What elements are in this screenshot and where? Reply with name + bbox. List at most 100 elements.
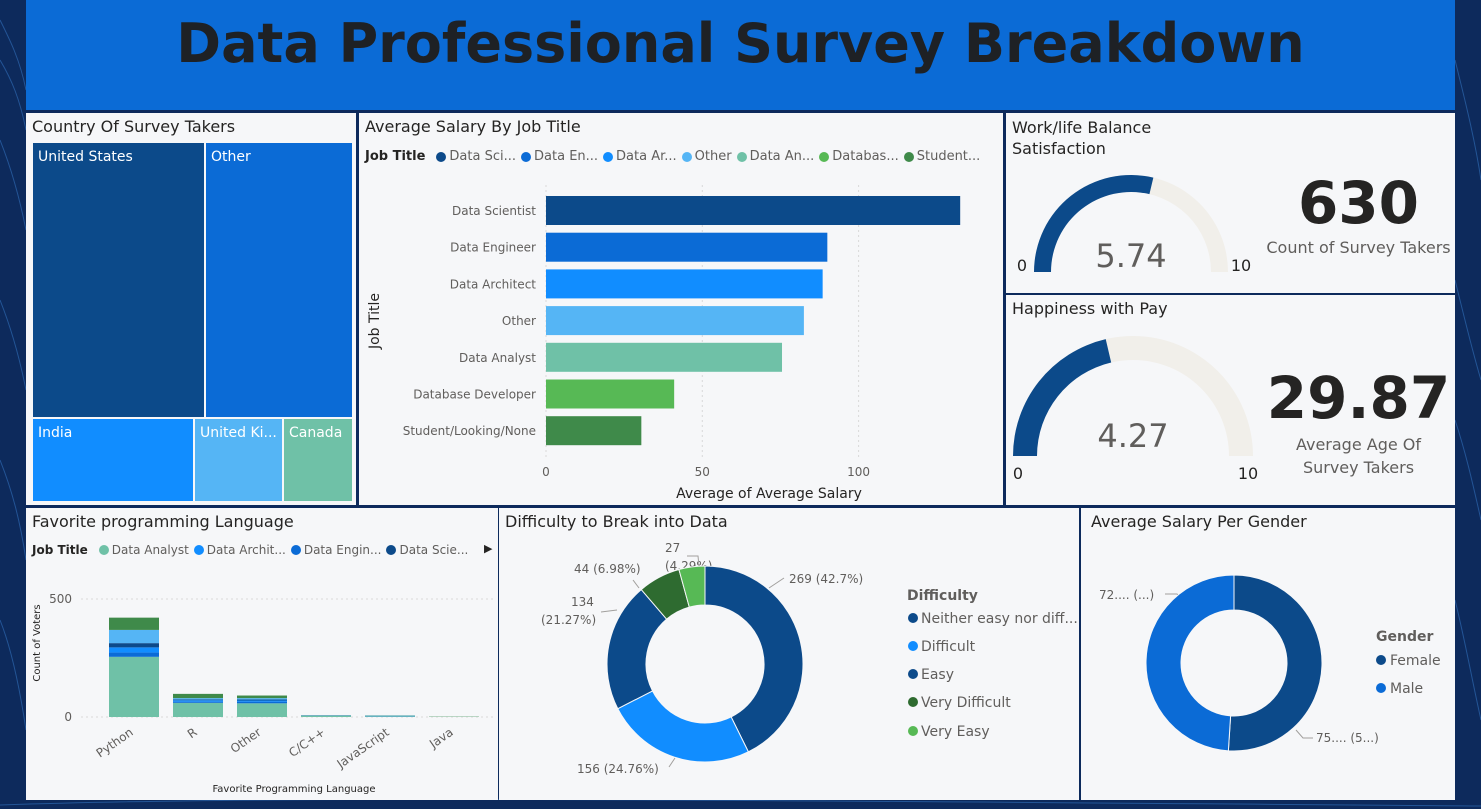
legend-dot xyxy=(903,151,914,162)
x-axis-title: Favorite Programming Language xyxy=(212,784,375,795)
y-tick-label: Data Architect xyxy=(450,277,537,291)
y-axis-title: Job Title xyxy=(367,293,383,350)
x-axis-title: Average of Average Salary xyxy=(676,486,862,502)
legend-item[interactable]: Data Scie... xyxy=(399,543,469,557)
legend-dot xyxy=(386,545,397,555)
salary-by-job-panel: Average Salary By Job Title Job Title Da… xyxy=(359,113,1003,505)
y-tick-label: Other xyxy=(502,314,536,328)
legend-next-arrow-icon[interactable]: ▶ xyxy=(484,542,493,555)
donut-slice-very-easy xyxy=(678,565,706,608)
treemap-cell-united-kingdom[interactable]: United Ki... xyxy=(193,417,284,503)
leader-line xyxy=(668,757,676,768)
legend-item[interactable]: Other xyxy=(694,149,732,164)
legend-item[interactable]: Data Analyst xyxy=(111,543,189,557)
legend-dot xyxy=(819,151,830,162)
treemap-label: United States xyxy=(38,149,133,165)
legend-item[interactable]: Data Archit... xyxy=(206,543,286,557)
x-tick-label: 50 xyxy=(695,465,710,479)
bar-database-developer xyxy=(546,379,675,409)
x-tick-label: C/C++ xyxy=(286,725,328,760)
languages-panel: Favorite programming Language Job Title … xyxy=(26,508,498,800)
job-title-legend: Job Title Data Sci... Data En... Data Ar… xyxy=(365,149,980,164)
legend-item[interactable]: Neither easy nor diff... xyxy=(921,611,1078,627)
legend-item[interactable]: Very Easy xyxy=(921,724,990,740)
legend-item[interactable]: Easy xyxy=(921,667,954,683)
legend-item[interactable]: Difficult xyxy=(921,639,976,655)
x-tick-label: R xyxy=(185,725,200,741)
legend-item[interactable]: Databas... xyxy=(832,149,899,164)
bar-segment-other xyxy=(237,698,287,700)
leader-line xyxy=(687,555,700,567)
donut-label-easy-pct: (21.27%) xyxy=(541,613,596,627)
bar-data-architect xyxy=(546,269,823,299)
legend-item[interactable]: Data Ar... xyxy=(616,149,677,164)
gauge-max-label: 10 xyxy=(1238,464,1258,483)
donut-label-female: 75.... (5...) xyxy=(1316,731,1379,745)
gauge-min-label: 0 xyxy=(1013,464,1023,483)
treemap-cell-canada[interactable]: Canada xyxy=(282,417,354,503)
country-panel: Country Of Survey Takers United States O… xyxy=(26,113,356,505)
bar-data-scientist xyxy=(546,196,961,225)
gender-legend-title: Gender xyxy=(1376,629,1433,645)
average-age-value: 29.87 xyxy=(1266,364,1451,432)
work-life-gauge: 5.74 0 10 xyxy=(1017,174,1251,275)
legend-item[interactable]: Data Sci... xyxy=(449,149,517,164)
happiness-title: Happiness with Pay xyxy=(1012,299,1168,318)
bar-segment-r xyxy=(173,699,223,701)
donut-slice-neither-easy-nor-difficult xyxy=(704,565,804,753)
bar-segment-r xyxy=(173,698,223,700)
survey-count-value: 630 xyxy=(1297,169,1420,237)
x-tick-label: 100 xyxy=(847,465,870,479)
work-life-panel: Work/life Balance Satisfaction 5.74 0 10 xyxy=(1006,113,1262,293)
gauge-min-label: 0 xyxy=(1017,256,1027,275)
legend-dot xyxy=(681,151,692,162)
languages-stacked-chart: 0 500 Python R Other C/C++ JavaScript Java Favor… xyxy=(32,592,494,795)
y-tick-label: Data Engineer xyxy=(450,241,536,255)
y-tick-label: 500 xyxy=(49,592,72,606)
gauge-max-label: 10 xyxy=(1231,256,1251,275)
donut-label-difficult: 156 (24.76%) xyxy=(577,762,659,776)
x-tick-label: Python xyxy=(94,725,136,760)
donut-label-very-difficult: 44 (6.98%) xyxy=(574,562,641,576)
y-tick-label: Database Developer xyxy=(413,388,536,402)
legend-item[interactable]: Data Engin... xyxy=(303,543,382,557)
legend-item[interactable]: Male xyxy=(1390,681,1423,697)
treemap-cell-united-states[interactable]: United States xyxy=(31,141,206,419)
gender-donut-chart: 72.... (...) 75.... (5...) Gender Female… xyxy=(1099,574,1441,752)
x-tick-label: 0 xyxy=(542,465,550,479)
gauge-value: 4.27 xyxy=(1097,417,1168,455)
donut-label-neither: 269 (42.7%) xyxy=(789,572,863,586)
legend-dot xyxy=(290,545,301,555)
donut-slice-difficult xyxy=(617,690,750,763)
legend-item[interactable]: Female xyxy=(1390,653,1441,669)
difficulty-title: Difficulty to Break into Data xyxy=(505,512,728,531)
legend-item[interactable]: Very Difficult xyxy=(921,695,1011,711)
bar-segment-c-c- xyxy=(301,715,351,717)
legend-dot xyxy=(908,726,918,736)
difficulty-legend-title: Difficulty xyxy=(907,588,978,604)
gender-title: Average Salary Per Gender xyxy=(1091,512,1307,531)
bar-data-analyst xyxy=(546,342,783,372)
y-tick-label: Data Analyst xyxy=(459,351,536,365)
treemap-cell-other[interactable]: Other xyxy=(204,141,354,419)
legend-title: Job Title xyxy=(32,543,88,557)
legend-item[interactable]: Student... xyxy=(916,149,981,164)
legend-item[interactable]: Data An... xyxy=(749,149,815,164)
bar-other xyxy=(546,306,804,336)
legend-dot xyxy=(436,151,447,162)
difficulty-panel: Difficulty to Break into Data 269 (42.7%… xyxy=(499,508,1079,800)
leader-line xyxy=(1295,729,1313,739)
bar-segment-other xyxy=(237,701,287,704)
treemap-cell-india[interactable]: India xyxy=(31,417,195,503)
legend-dot xyxy=(908,641,918,651)
donut-slice-male xyxy=(1145,574,1235,752)
legend-dot xyxy=(736,151,747,162)
leader-line xyxy=(768,577,785,589)
bar-segment-other xyxy=(237,695,287,699)
legend-item[interactable]: Data En... xyxy=(534,149,599,164)
gauge-fill xyxy=(1013,339,1112,456)
bar-student-looking-none xyxy=(546,416,642,446)
survey-count-label: Count of Survey Takers xyxy=(1266,238,1451,257)
bar-segment-other xyxy=(237,700,287,702)
gauge-fill xyxy=(1034,174,1154,272)
